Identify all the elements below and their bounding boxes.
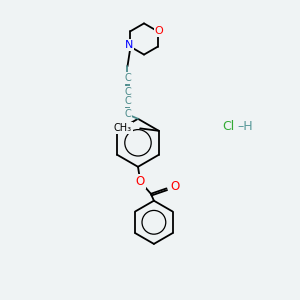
Text: C: C bbox=[124, 73, 131, 83]
Text: Cl: Cl bbox=[222, 119, 234, 133]
Text: C: C bbox=[124, 87, 131, 97]
Text: O: O bbox=[154, 26, 164, 36]
Text: C: C bbox=[124, 96, 131, 106]
Text: C: C bbox=[124, 109, 131, 119]
Text: N: N bbox=[125, 40, 133, 50]
Text: –H: –H bbox=[238, 119, 253, 133]
Text: O: O bbox=[170, 180, 179, 194]
Text: CH₃: CH₃ bbox=[114, 123, 132, 133]
Text: O: O bbox=[136, 175, 145, 188]
